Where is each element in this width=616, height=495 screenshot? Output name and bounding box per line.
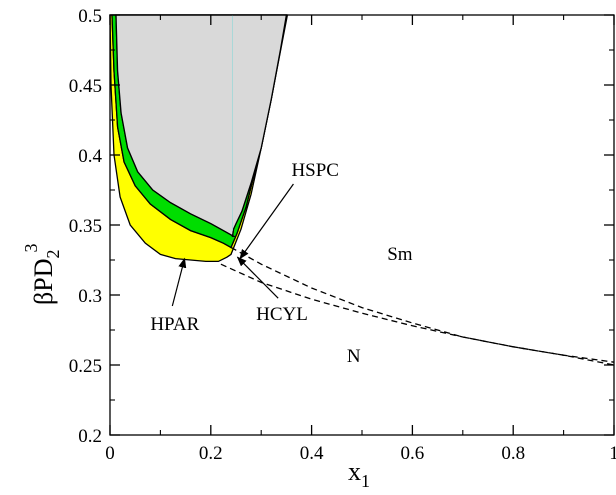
y-tick-label: 0.4 (78, 146, 102, 167)
label-hcyl-arrow (236, 256, 279, 299)
regions-layer (109, 14, 289, 263)
y-axis-title-subscript: 2 (43, 250, 63, 259)
y-axis-title: βPD23 (21, 244, 63, 305)
x-axis-title: x1 (348, 457, 370, 491)
x-tick-label: 0.8 (501, 443, 525, 464)
annotations-layer: Sm N HSPC HCYL HPAR (150, 160, 412, 367)
dashed-line-hspc (230, 246, 615, 363)
x-axis-title-subscript: 1 (361, 471, 370, 491)
y-tick-label: 0.3 (78, 286, 102, 307)
dashed-line-hcyl (220, 263, 615, 366)
x-tick-label: 0 (105, 443, 115, 464)
y-axis-title-superscript: 3 (21, 244, 41, 253)
label-hspc-arrow (239, 183, 294, 260)
y-tick-label: 0.25 (69, 356, 102, 377)
region-label-sm: Sm (387, 244, 413, 265)
y-tick-label: 0.5 (78, 6, 102, 27)
x-tick-label: 0.6 (401, 443, 425, 464)
lines-layer (220, 246, 615, 366)
label-hspc: HSPC (291, 160, 339, 181)
x-tick-label: 0.4 (300, 443, 324, 464)
ticks-layer: 0 0.2 0.4 0.6 0.8 10.20.250.30.350.40.450.5 (69, 6, 616, 464)
label-hcyl: HCYL (256, 304, 308, 325)
y-tick-label: 0.45 (69, 76, 102, 97)
region-label-n: N (347, 346, 361, 367)
y-tick-label: 0.35 (69, 216, 102, 237)
y-tick-label: 0.2 (78, 426, 102, 447)
x-tick-label: 0.2 (199, 443, 223, 464)
region-gray (115, 14, 288, 237)
x-tick-label: 1 (609, 443, 616, 464)
label-hpar-arrow (171, 257, 187, 307)
label-hpar: HPAR (150, 314, 199, 335)
